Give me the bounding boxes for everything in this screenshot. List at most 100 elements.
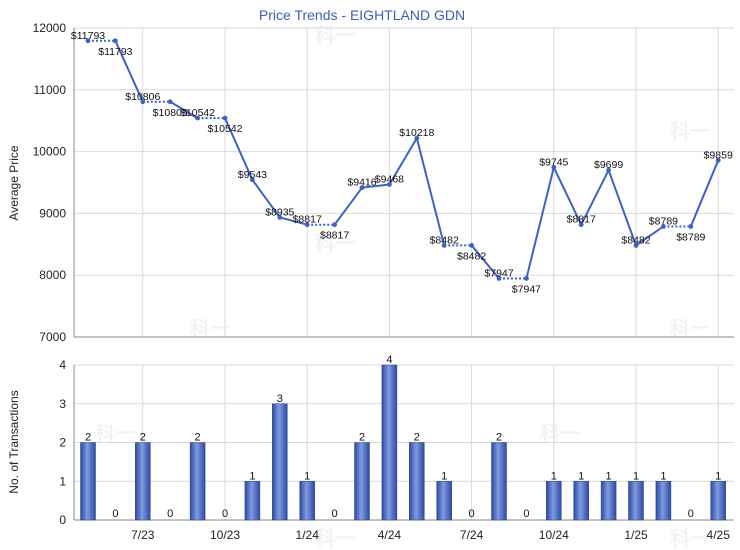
transaction-bar-label: 1 bbox=[660, 470, 666, 482]
price-point bbox=[359, 185, 365, 191]
price-point bbox=[606, 167, 611, 173]
price-data-label: $7947 bbox=[512, 283, 541, 295]
transactions-y-tick-label: 3 bbox=[59, 397, 66, 411]
price-data-label: $10542 bbox=[180, 107, 215, 119]
price-point bbox=[250, 177, 255, 183]
chart-title: Price Trends - EIGHTLAND GDN bbox=[259, 7, 465, 23]
price-line-segment bbox=[279, 216, 308, 226]
transaction-bar bbox=[436, 481, 452, 521]
price-data-label: $8789 bbox=[676, 231, 705, 243]
transaction-bar-label: 2 bbox=[195, 432, 201, 444]
transaction-bar-label: 2 bbox=[414, 432, 420, 444]
x-tick-label: 7/23 bbox=[131, 528, 155, 542]
transaction-bar bbox=[244, 481, 261, 521]
price-y-tick-label: 10000 bbox=[33, 145, 67, 159]
transaction-bar-label: 1 bbox=[633, 470, 639, 482]
transaction-bar bbox=[354, 442, 370, 521]
transactions-y-tick-label: 2 bbox=[59, 436, 66, 450]
price-point bbox=[496, 276, 502, 281]
price-line-segment bbox=[635, 225, 664, 247]
price-data-label: $11793 bbox=[71, 30, 105, 42]
price-line-segment bbox=[333, 187, 363, 226]
transaction-bar-label: 0 bbox=[332, 508, 338, 520]
watermark-text: 科一 bbox=[670, 316, 710, 340]
price-data-label: $9745 bbox=[539, 156, 568, 168]
transaction-bar bbox=[80, 442, 96, 521]
price-y-tick-label: 9000 bbox=[39, 206, 66, 220]
price-point bbox=[277, 215, 283, 220]
price-point bbox=[414, 135, 420, 141]
x-tick-labels: 7/23 10/23 1/24 4/24 7/24 10/24 1/25 4/25 bbox=[131, 528, 730, 542]
price-y-tick-label: 12000 bbox=[33, 21, 67, 35]
price-y-tick-label: 11000 bbox=[34, 83, 67, 97]
transaction-bar bbox=[189, 442, 206, 521]
transaction-bar-label: 2 bbox=[140, 432, 146, 444]
price-line-segment bbox=[224, 117, 254, 181]
price-data-label: $11793 bbox=[98, 46, 132, 58]
price-data-label: $8935 bbox=[265, 206, 294, 218]
transaction-bar-label: 0 bbox=[167, 508, 173, 520]
price-line-segment bbox=[415, 137, 446, 246]
price-point bbox=[469, 243, 474, 248]
transaction-bar-label: 2 bbox=[496, 432, 502, 444]
price-data-label: $10218 bbox=[399, 127, 434, 139]
price-data-label: $9699 bbox=[594, 159, 623, 171]
transaction-bar-label: 1 bbox=[304, 470, 310, 482]
transaction-bar bbox=[655, 481, 672, 521]
price-point bbox=[578, 222, 584, 228]
price-data-label: $8817 bbox=[320, 230, 349, 242]
transaction-bar-label: 2 bbox=[359, 432, 365, 444]
watermark-text: 科一 bbox=[315, 23, 355, 47]
x-tick-label: 4/25 bbox=[707, 528, 731, 542]
price-line-segment bbox=[388, 137, 418, 185]
price-data-label: $8789 bbox=[649, 215, 678, 227]
transaction-bar bbox=[135, 442, 151, 521]
x-tick-label: 1/25 bbox=[624, 528, 648, 542]
watermark-text: 科一 bbox=[190, 316, 230, 340]
price-data-label: $8482 bbox=[430, 234, 459, 246]
price-data-labels: $11793$11793$10806$10806$10542$10542$954… bbox=[71, 30, 733, 296]
price-point bbox=[113, 38, 118, 44]
transactions-y-ticks: 0 1 2 3 4 bbox=[59, 358, 66, 527]
transaction-bar-label: 0 bbox=[523, 508, 529, 520]
transaction-bar-label: 0 bbox=[222, 508, 228, 520]
transaction-bar bbox=[491, 442, 507, 521]
x-tick-label: 10/24 bbox=[539, 528, 569, 542]
price-data-label: $9543 bbox=[238, 169, 267, 181]
price-y-ticks: 7000 8000 9000 10000 11000 12000 bbox=[33, 21, 67, 344]
watermark-text: 科一 bbox=[540, 421, 580, 445]
transactions-bar-labels: 2 0 2 0 2 0 1 3 1 0 2 4 2 1 0 2 0 1 1 1 1 1 0 1 bbox=[85, 354, 721, 520]
price-point bbox=[715, 157, 721, 163]
price-point bbox=[661, 224, 666, 229]
x-tick-label: 1/24 bbox=[296, 528, 320, 542]
price-data-label: $8817 bbox=[293, 214, 322, 226]
transaction-bar-label: 1 bbox=[441, 470, 447, 482]
transactions-bars bbox=[80, 364, 726, 521]
transaction-bar-label: 3 bbox=[277, 393, 283, 405]
x-tick-label: 7/24 bbox=[460, 528, 484, 542]
price-chart: 7000 8000 9000 10000 11000 12000 Average Pric… bbox=[7, 21, 734, 344]
transactions-y-tick-label: 4 bbox=[59, 358, 66, 372]
price-point bbox=[304, 222, 310, 228]
price-point bbox=[387, 182, 392, 187]
transactions-y-tick-label: 1 bbox=[59, 474, 66, 488]
price-point bbox=[633, 243, 639, 248]
transaction-bar-label: 4 bbox=[386, 354, 392, 366]
x-tick-label: 4/24 bbox=[378, 528, 402, 542]
price-data-label: $8482 bbox=[457, 250, 486, 262]
price-line-segment bbox=[607, 169, 637, 246]
price-line-segment bbox=[114, 40, 144, 103]
transaction-bar bbox=[628, 481, 644, 521]
transaction-bar-label: 2 bbox=[85, 432, 91, 444]
transaction-bar bbox=[272, 403, 288, 521]
price-point bbox=[222, 115, 228, 121]
price-data-label: $9416 bbox=[347, 177, 376, 189]
price-point bbox=[441, 243, 447, 248]
transaction-bar bbox=[409, 442, 425, 521]
price-point bbox=[85, 38, 91, 44]
price-y-tick-label: 7000 bbox=[39, 330, 66, 344]
transaction-bar-label: 0 bbox=[469, 508, 475, 520]
price-line-segment bbox=[251, 179, 281, 219]
price-data-label: $10806 bbox=[153, 107, 188, 119]
